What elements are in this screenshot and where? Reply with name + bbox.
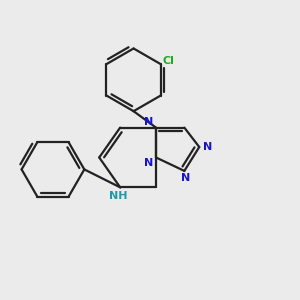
Text: NH: NH (110, 191, 128, 201)
Text: N: N (144, 158, 153, 168)
Text: N: N (181, 173, 190, 183)
Text: N: N (144, 117, 153, 127)
Text: N: N (203, 142, 212, 152)
Text: Cl: Cl (162, 56, 174, 66)
